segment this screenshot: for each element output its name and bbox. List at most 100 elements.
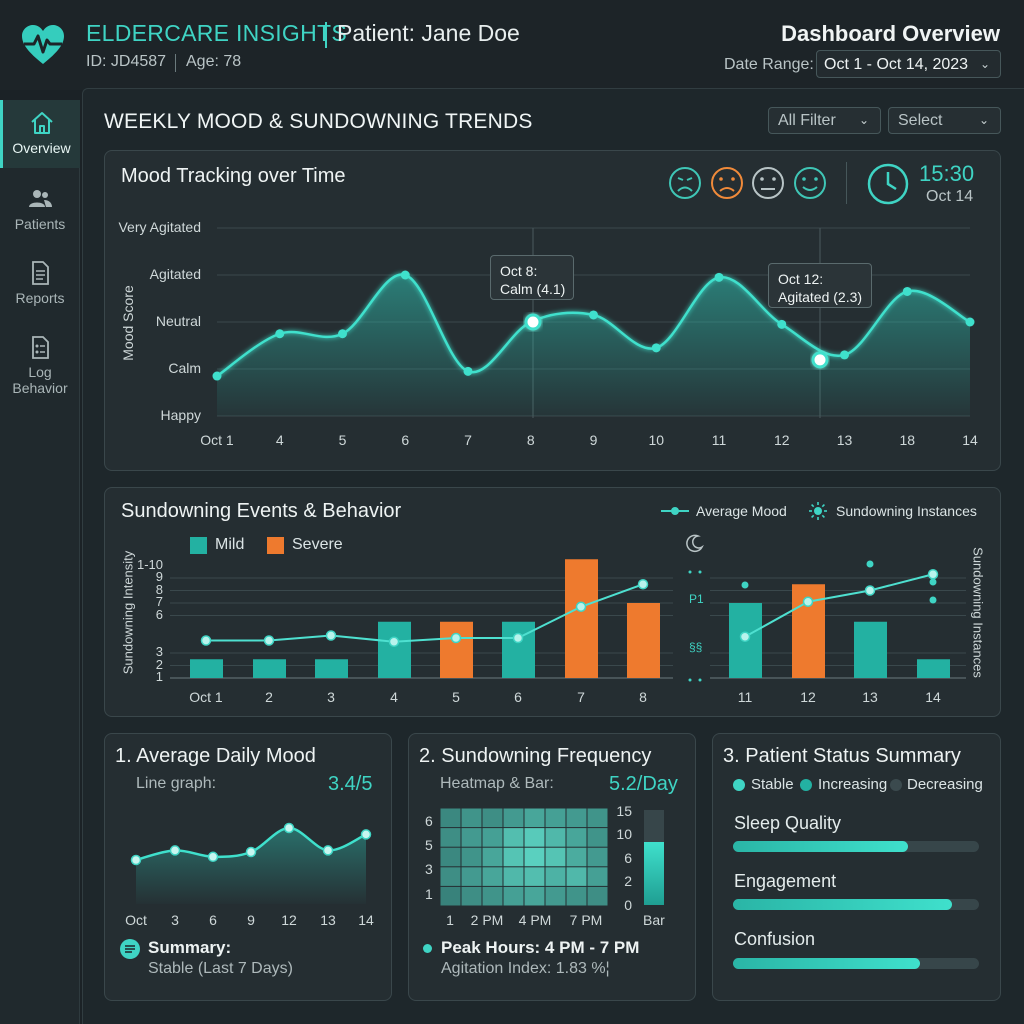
heatmap-cell <box>587 828 608 847</box>
date-range-select[interactable]: Oct 1 - Oct 14, 2023 ⌄ <box>816 50 1001 78</box>
mood-highlight-point <box>524 313 542 331</box>
x-tick-label: 13 <box>836 432 853 448</box>
heatmap-cell <box>503 808 524 828</box>
legend-average-mood-line-icon <box>661 507 689 515</box>
select-dropdown[interactable]: Select ⌄ <box>888 107 1001 134</box>
x-tick-label: 2 <box>265 689 273 705</box>
heatmap-cell <box>461 867 482 886</box>
mood-point <box>965 317 975 327</box>
heatmap-cell <box>587 847 608 867</box>
mid-tick-label: §§ <box>689 640 703 654</box>
legend-increasing-label: Increasing <box>818 776 888 793</box>
sundowning-instance-dot <box>929 578 937 586</box>
sidebar-item-log-behavior[interactable]: Log Behavior <box>0 324 80 396</box>
y-tick-label: 6 <box>155 606 163 622</box>
card-title: 1. Average Daily Mood <box>115 745 316 767</box>
bar-mild <box>917 659 950 678</box>
sidebar-item-label: Overview <box>12 140 71 156</box>
clock-icon <box>867 163 909 205</box>
legend-decreasing-dot <box>890 779 902 791</box>
heatmap-cell <box>503 847 524 867</box>
y-tick-label: Happy <box>160 407 201 423</box>
mood-point <box>400 270 410 280</box>
average-mood-line-chart <box>130 822 372 904</box>
x-tick-label: 7 <box>577 689 585 705</box>
summary-title: Summary: <box>148 938 232 957</box>
divider-dot <box>688 678 692 682</box>
agitation-index: Agitation Index: 1.83 %¦ <box>441 960 610 977</box>
mood-point <box>777 319 787 329</box>
patient-status-summary-card <box>712 733 1001 1001</box>
y-tick-label: Neutral <box>155 313 201 329</box>
heatmap-cell <box>482 808 503 828</box>
clock-date: Oct 14 <box>926 188 974 205</box>
mood-point <box>651 343 661 353</box>
x-tick-label: 7 <box>464 432 472 448</box>
happy-face-icon[interactable] <box>794 167 826 199</box>
sidebar-item-label: Reports <box>15 290 65 306</box>
clipboard-icon <box>32 336 49 359</box>
metric-label-engagement: Engagement <box>734 871 837 891</box>
legend-sundowning-instances-label: Sundowning Instances <box>836 503 977 519</box>
mood-point <box>207 851 219 863</box>
legend-severe-swatch <box>267 537 284 554</box>
average-mood-line <box>206 583 644 643</box>
heatmap-cell <box>566 828 587 847</box>
heatmap-cell <box>524 867 545 886</box>
legend-mild-swatch <box>190 537 207 554</box>
y-tick-label: Agitated <box>149 266 201 282</box>
bar-severe <box>565 559 598 678</box>
moon-icon <box>686 534 704 553</box>
x-tick-label: 12 <box>773 432 790 448</box>
metric-label-confusion: Confusion <box>734 929 816 949</box>
legend-severe-label: Severe <box>292 536 343 553</box>
sidebar-item-overview[interactable]: Overview <box>0 100 80 168</box>
patient-age: Age: 78 <box>186 53 242 70</box>
legend-decreasing-label: Decreasing <box>907 776 983 793</box>
home-icon <box>30 112 53 134</box>
card-subtitle: Line graph: <box>136 775 217 792</box>
x-tick-label: 14 <box>925 689 941 705</box>
heatmap-cell <box>566 886 587 906</box>
mood-area <box>217 274 970 416</box>
average-mood-point <box>927 569 939 580</box>
heatmap-cell <box>440 886 461 906</box>
heatmap-cell <box>440 808 461 828</box>
neutral-face-icon[interactable] <box>752 167 784 199</box>
mood-point <box>463 366 473 376</box>
x-tick-label: 8 <box>639 689 647 705</box>
heatmap-cell <box>440 867 461 886</box>
sundowning-panel <box>104 487 1001 717</box>
bar-tick-label: 6 <box>624 850 632 866</box>
all-filter-dropdown[interactable]: All Filter ⌄ <box>768 107 881 134</box>
heatmap-cell <box>587 886 608 906</box>
mood-point <box>360 829 372 840</box>
heatmap-cell <box>566 867 587 886</box>
y-tick-label: 5 <box>425 837 433 853</box>
mood-point <box>840 350 849 360</box>
sidebar-item-patients[interactable]: Patients <box>0 176 80 244</box>
x-tick-label: Oct <box>125 912 147 928</box>
average-mood-point <box>263 635 275 646</box>
heatmap-cell <box>482 886 503 906</box>
heatmap-cell <box>566 847 587 867</box>
very-agitated-face-icon[interactable] <box>669 167 701 199</box>
heatmap-cell <box>524 828 545 847</box>
average-mood-point <box>512 632 524 644</box>
bar-mild <box>190 659 223 678</box>
heatmap-cell <box>503 886 524 906</box>
x-tick-label: 13 <box>320 912 336 928</box>
legend-average-mood-label: Average Mood <box>696 503 787 519</box>
x-tick-label: 14 <box>358 912 374 928</box>
sundowning-heatmap <box>440 808 608 906</box>
agitated-face-icon[interactable] <box>711 167 743 199</box>
x-tick-label: 5 <box>452 689 460 705</box>
bar-mild <box>854 621 887 678</box>
heatmap-cell <box>587 867 608 886</box>
average-mood-value: 3.4/5 <box>328 773 373 795</box>
heatmap-cell <box>566 808 587 828</box>
sidebar-item-reports[interactable]: Reports <box>0 250 80 318</box>
divider-dot <box>688 570 692 574</box>
x-tick-label: 6 <box>209 912 217 928</box>
mid-tick-label: P1 <box>689 592 704 606</box>
